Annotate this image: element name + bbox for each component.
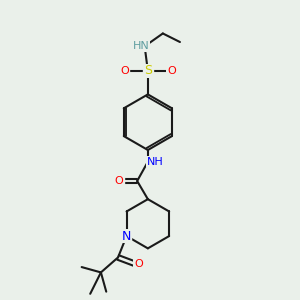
Text: O: O — [120, 66, 129, 76]
Text: HN: HN — [133, 41, 150, 51]
Bar — [135, 43, 148, 50]
Text: N: N — [122, 230, 131, 243]
Text: O: O — [134, 259, 143, 269]
Text: NH: NH — [147, 157, 164, 167]
Bar — [114, 177, 124, 185]
Bar — [122, 232, 131, 240]
Text: S: S — [144, 64, 152, 77]
Bar — [149, 158, 162, 166]
Bar — [167, 67, 176, 75]
Bar — [134, 260, 143, 268]
Text: O: O — [115, 176, 123, 186]
Text: O: O — [167, 66, 176, 76]
Bar — [119, 67, 129, 75]
Bar — [143, 67, 153, 75]
